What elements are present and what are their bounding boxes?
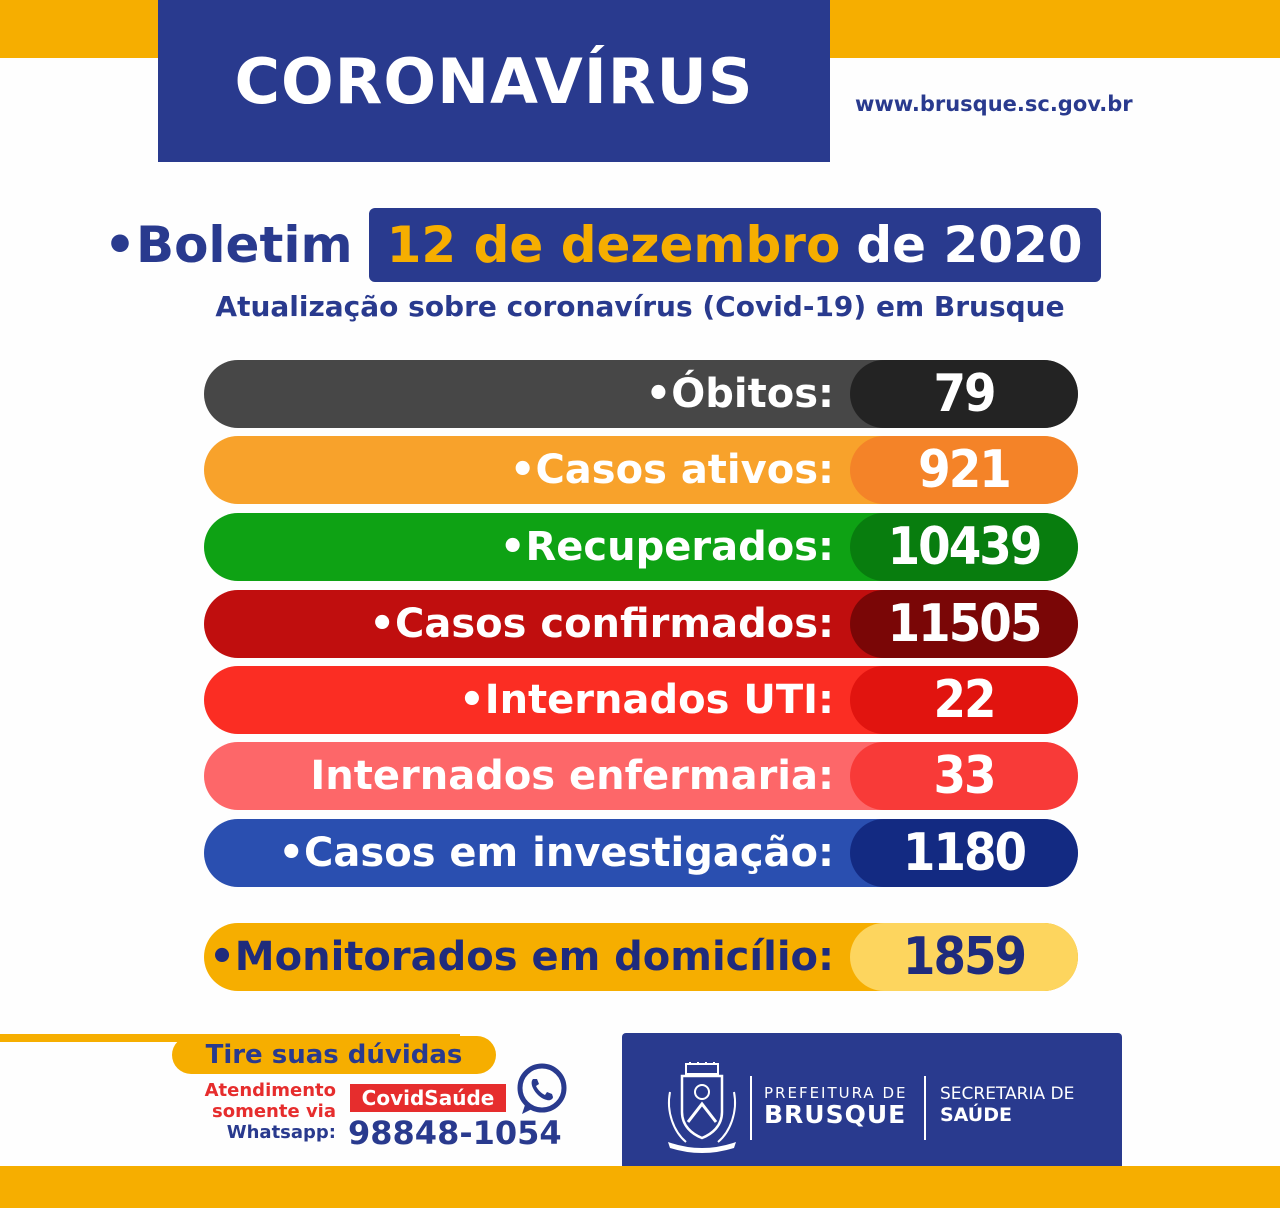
bulletin-heading: •Boletim 12 de dezembro de 2020 — [104, 208, 1101, 282]
whatsapp-icon[interactable] — [514, 1062, 570, 1118]
prefeitura-label: PREFEITURA DE — [764, 1084, 908, 1102]
stat-value: 1859 — [850, 923, 1078, 991]
stat-row-casos-investigacao: •Casos em investigação: 1180 — [204, 819, 1078, 887]
stat-value: 22 — [850, 666, 1078, 734]
stat-row-casos-ativos: •Casos ativos: 921 — [204, 436, 1078, 504]
secretaria-label: SECRETARIA DE — [940, 1084, 1075, 1104]
stat-row-obitos: •Óbitos: 79 — [204, 360, 1078, 428]
stat-row-recuperados: •Recuperados: 10439 — [204, 513, 1078, 581]
stat-label: Internados enfermaria: — [310, 753, 834, 799]
logo-divider — [750, 1076, 752, 1140]
stat-label: •Casos ativos: — [509, 447, 834, 493]
stat-label: •Monitorados em domicílio: — [209, 934, 834, 980]
stat-row-internados-enfermaria: Internados enfermaria: 33 — [204, 742, 1078, 810]
date-highlight: 12 de dezembro — [386, 216, 841, 274]
stat-value: 11505 — [850, 590, 1078, 658]
date-year: de 2020 — [856, 216, 1083, 274]
service-line-3: Whatsapp: — [226, 1122, 336, 1143]
stat-value: 10439 — [850, 513, 1078, 581]
date-box: 12 de dezembro de 2020 — [368, 208, 1101, 282]
stat-label: •Óbitos: — [645, 371, 834, 417]
title-banner: CORONAVÍRUS — [158, 0, 830, 162]
stat-label: •Casos confirmados: — [369, 601, 834, 647]
stat-value: 1180 — [850, 819, 1078, 887]
bulletin-label: •Boletim — [104, 216, 353, 274]
whatsapp-phone[interactable]: 98848-1054 — [348, 1114, 562, 1152]
stat-row-casos-confirmados: •Casos confirmados: 11505 — [204, 590, 1078, 658]
secretaria-name: SAÚDE — [940, 1104, 1012, 1126]
stat-row-monitorados: •Monitorados em domicílio: 1859 — [204, 923, 1078, 991]
city-name: BRUSQUE — [764, 1100, 907, 1129]
city-crest-icon — [668, 1062, 736, 1153]
stat-label: •Internados UTI: — [459, 677, 834, 723]
page-title: CORONAVÍRUS — [234, 44, 754, 118]
stat-label: •Recuperados: — [499, 524, 834, 570]
logo-divider — [924, 1076, 926, 1140]
bottom-accent-bar — [0, 1166, 1280, 1208]
stat-value: 79 — [850, 360, 1078, 428]
stat-value: 33 — [850, 742, 1078, 810]
stat-label: •Casos em investigação: — [278, 830, 834, 876]
stat-value: 921 — [850, 436, 1078, 504]
stat-row-internados-uti: •Internados UTI: 22 — [204, 666, 1078, 734]
bulletin-subtitle: Atualização sobre coronavírus (Covid-19)… — [215, 290, 1065, 323]
website-link[interactable]: www.brusque.sc.gov.br — [855, 92, 1133, 116]
service-note: Atendimento somente via Whatsapp: — [186, 1080, 336, 1143]
covidsaude-tag: CovidSaúde — [350, 1084, 506, 1112]
service-line-2: somente via — [212, 1101, 336, 1122]
service-line-1: Atendimento — [204, 1080, 336, 1101]
help-title: Tire suas dúvidas — [172, 1036, 496, 1074]
